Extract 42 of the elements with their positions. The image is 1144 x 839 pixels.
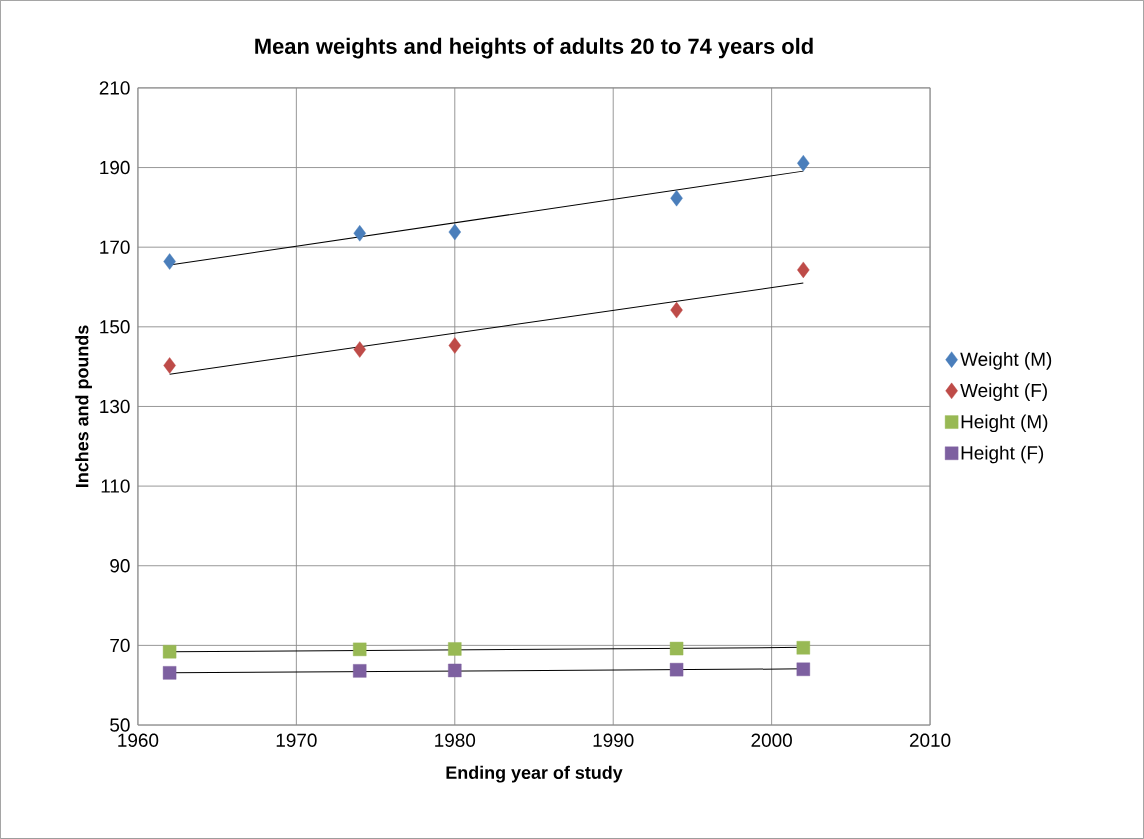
x-tick-label: 1970 [276,733,317,747]
point [163,357,176,374]
point [448,642,462,656]
point [448,337,461,354]
point [796,641,811,655]
y-tick-label: 210 [99,81,130,95]
y-tick-label: 50 [110,718,130,732]
y-tick-label: 70 [110,638,130,653]
point [353,225,366,242]
point [448,223,461,241]
x-tick-label: 1980 [435,733,476,747]
point [670,301,683,319]
y-tick-label: 150 [100,320,130,334]
y-tick-label: 90 [110,559,130,573]
x-axis-title: Ending year of study [446,765,623,783]
x-tick-label: 2010 [909,733,951,747]
point [448,663,462,678]
y-tick-label: 170 [100,240,130,254]
x-tick-label: 2000 [751,733,792,747]
legend-label: Weight (F) [960,383,1047,401]
legend-label: Weight (M) [960,352,1052,370]
point [162,645,177,659]
y-tick-label: 130 [100,399,130,414]
point [797,261,810,279]
y-axis-title: Inches and pounds [75,325,92,487]
y-tick-label: 110 [101,479,130,493]
x-tick-label: 1960 [118,733,159,747]
y-tick-label: 190 [100,160,130,175]
point [796,662,811,676]
point [353,642,367,657]
x-tick-label: 1990 [593,733,634,747]
point [162,666,177,680]
point [797,154,810,172]
legend-label: Height (M) [961,414,1048,433]
point [669,663,684,677]
legend-label: Height (F) [961,445,1044,464]
point [353,664,367,678]
point [670,190,683,207]
chart-title: Mean weights and heights of adults 20 to 74 years old [255,37,813,59]
point [669,641,684,656]
point [353,341,366,358]
point [163,253,176,270]
